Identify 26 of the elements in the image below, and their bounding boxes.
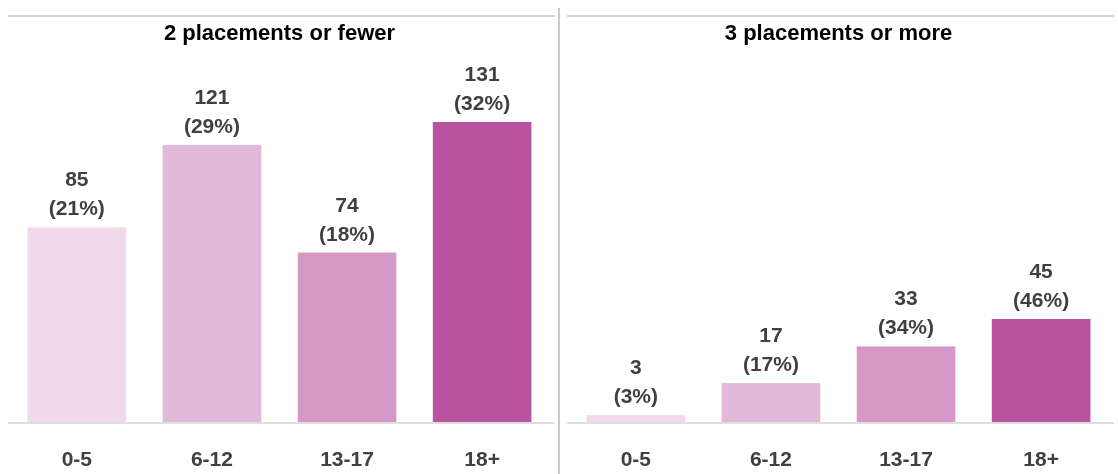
x-tick-label: 18+ [464, 447, 500, 470]
chart-title: 2 placements or fewer [163, 20, 396, 45]
x-tick-label: 6-12 [749, 447, 792, 470]
bar [991, 318, 1091, 422]
bar [162, 144, 262, 422]
x-tick-label: 0-5 [61, 447, 93, 470]
data-label: 85 (21%) [48, 167, 105, 220]
bar [856, 346, 956, 422]
bar [27, 227, 127, 422]
data-label: 131 (32%) [454, 62, 511, 114]
bar [586, 415, 686, 422]
data-label: 17 (17%) [742, 323, 799, 376]
x-tick-label: 18+ [1023, 447, 1059, 470]
data-label: 45 (46%) [1013, 258, 1070, 311]
bar [297, 252, 397, 422]
bar [721, 383, 821, 422]
x-tick-label: 6-12 [190, 447, 233, 470]
chart-title: 3 placements or more [724, 20, 953, 45]
x-tick-label: 13-17 [879, 447, 933, 470]
x-tick-label: 13-17 [320, 447, 374, 470]
x-tick-label: 0-5 [620, 447, 652, 470]
data-label: 121 (29%) [183, 84, 240, 137]
data-label: 74 (18%) [319, 192, 376, 245]
data-label: 3 (3%) [613, 355, 659, 408]
bar [432, 122, 532, 422]
data-label: 33 (34%) [878, 286, 935, 339]
